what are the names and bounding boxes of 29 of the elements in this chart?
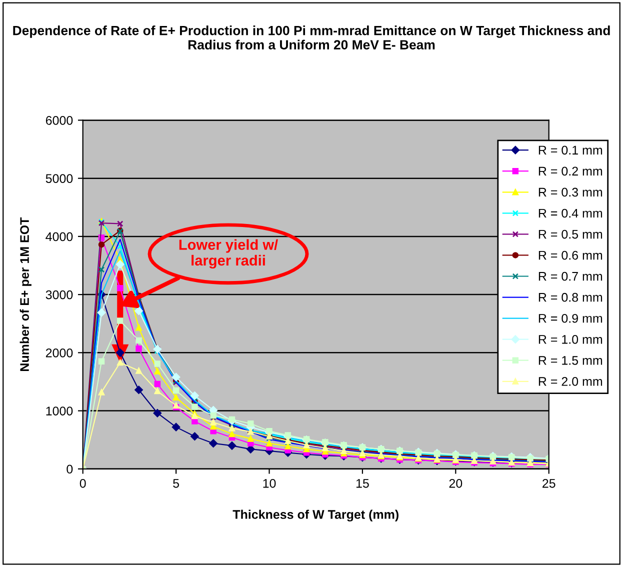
- x-tick-label: 0: [80, 478, 86, 488]
- y-tick-label: 0: [66, 464, 73, 474]
- legend-label: R = 0.1 mm: [538, 146, 602, 155]
- legend-label: R = 0.8 mm: [538, 292, 602, 302]
- y-tick-label: 6000: [46, 116, 73, 125]
- legend-label: R = 1.5 mm: [538, 356, 602, 365]
- x-tick-label: 10: [263, 478, 276, 488]
- y-tick-label: 5000: [46, 174, 73, 183]
- legend-label: R = 0.5 mm: [538, 230, 602, 239]
- x-tick-label: 15: [356, 479, 369, 488]
- chart-title: Dependence of Rate of E+ Production in 100 Pi mm-mrad Emittance on W Target Thickness and Radius from a Uniform 20 MeV E- Beam: [13, 26, 610, 50]
- y-tick-label: 3000: [46, 290, 73, 300]
- legend-label: R = 0.2 mm: [538, 166, 602, 176]
- x-tick-label: 25: [542, 478, 556, 488]
- legend-label: R = 2.0 mm: [538, 377, 602, 386]
- legend-label: R = 0.6 mm: [538, 250, 602, 260]
- legend-label: R = 0.9 mm: [538, 314, 602, 323]
- y-tick-label: 4000: [46, 232, 73, 242]
- legend-label: R = 0.3 mm: [538, 188, 602, 197]
- y-tick-label: 2000: [46, 348, 73, 358]
- x-axis-title: Thickness of W Target (mm): [232, 510, 398, 522]
- y-tick-label: 1000: [46, 406, 73, 416]
- legend-label: R = 1.0 mm: [538, 334, 602, 344]
- annotation: Lower yield w/ larger radii: [179, 239, 278, 269]
- legend-label: R = 0.7 mm: [538, 272, 602, 281]
- legend-label: R = 0.4 mm: [538, 208, 602, 218]
- x-tick-label: 20: [449, 478, 462, 488]
- y-axis-title: Number of E+ per 1M EOT: [20, 217, 32, 371]
- x-tick-label: 5: [173, 479, 180, 488]
